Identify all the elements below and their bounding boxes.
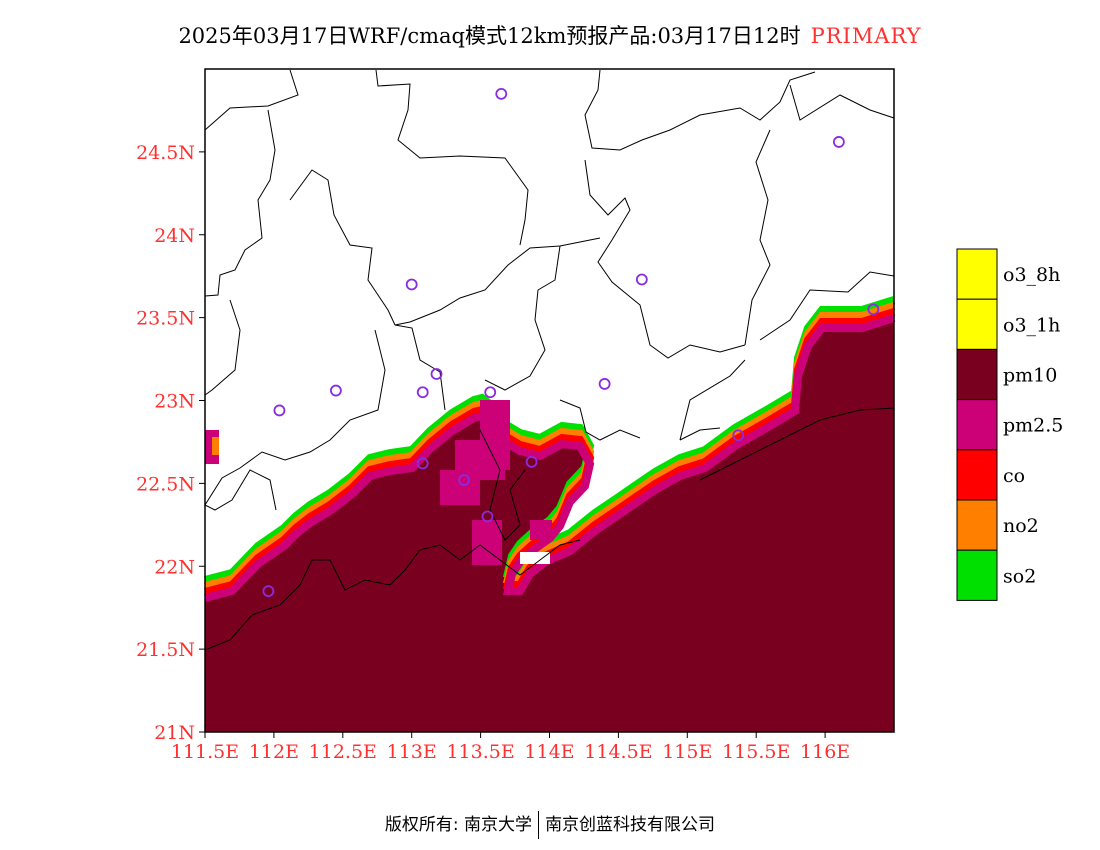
legend-swatch-so2 <box>956 549 998 601</box>
copyright-footer: 版权所有: 南京大学 南京创蓝科技有限公司 <box>0 810 1100 839</box>
station-marker <box>525 455 538 468</box>
border-line <box>584 159 746 359</box>
station-marker <box>458 474 470 486</box>
station-marker <box>416 386 429 399</box>
station-marker <box>495 87 508 100</box>
border-line <box>679 359 746 441</box>
primary-tag: PRIMARY <box>810 24 922 48</box>
station-marker <box>635 273 648 286</box>
legend-label-pm25: pm2.5 <box>1003 415 1063 437</box>
footer-divider <box>538 811 540 839</box>
legend-swatch-no2 <box>956 499 998 551</box>
border-line <box>204 469 277 511</box>
station-marker <box>416 457 429 470</box>
border-line <box>744 129 771 346</box>
border-line <box>204 109 276 297</box>
station-marker <box>481 510 494 523</box>
so2-band <box>203 296 896 584</box>
co-band <box>203 308 896 596</box>
border-line <box>584 69 816 151</box>
legend-swatch-co <box>956 449 998 501</box>
land-patch <box>520 552 550 564</box>
no2-band <box>203 302 896 590</box>
legend-swatch-o3_1h <box>956 298 998 350</box>
x-tick-label: 114.5E <box>584 741 652 763</box>
y-tick-label: 22N <box>154 556 195 578</box>
border-line <box>484 245 561 391</box>
x-tick-label: 116E <box>800 741 850 763</box>
map-title: 2025年03月17日WRF/cmaq模式12km预报产品:03月17日12时 P… <box>0 20 1100 50</box>
border-line <box>394 237 601 326</box>
station-marker <box>262 585 275 598</box>
pm25-patch <box>480 400 510 470</box>
border-line <box>789 84 895 121</box>
border-line <box>679 427 721 441</box>
x-tick-label: 113.5E <box>446 741 514 763</box>
station-marker <box>484 386 497 399</box>
legend-label-co: co <box>1003 465 1025 487</box>
y-tick-label: 24N <box>154 225 195 247</box>
legend-label-o3_8h: o3_8h <box>1003 264 1060 286</box>
station-marker <box>732 429 745 442</box>
legend-swatch-o3_8h <box>956 248 998 300</box>
x-tick-label: 115E <box>662 741 712 763</box>
axis-ticks: 111.5E 112E 112.5E 113E 113.5E 114E 114.5E 115E… <box>136 142 850 763</box>
x-tick-label: 114E <box>524 741 574 763</box>
pollutant-grid <box>203 296 896 732</box>
station-marker <box>598 378 611 390</box>
border-line <box>759 271 895 341</box>
x-tick-label: 112E <box>249 741 299 763</box>
legend-label-o3_1h: o3_1h <box>1003 314 1060 336</box>
legend-swatch-pm25 <box>956 399 998 451</box>
coastline <box>699 407 895 481</box>
border-line <box>204 329 386 506</box>
station-marker <box>832 136 845 148</box>
x-tick-label: 111.5E <box>171 741 239 763</box>
x-tick-label: 112.5E <box>309 741 377 763</box>
x-tick-label: 113E <box>387 741 437 763</box>
y-tick-label: 22.5N <box>136 473 195 495</box>
x-tick-label: 115.5E <box>722 741 790 763</box>
legend-label-no2: no2 <box>1003 515 1039 537</box>
copyright-right: 南京创蓝科技有限公司 <box>545 815 716 835</box>
border-line <box>559 399 641 441</box>
station-marker <box>405 278 418 291</box>
legend: o3_8h o3_1h pm10 pm2.5 co no2 so2 <box>956 248 1063 601</box>
station-marker <box>330 384 342 397</box>
no2-patch <box>212 437 219 455</box>
pm25-patch <box>530 520 552 540</box>
y-tick-label: 23.5N <box>136 308 195 330</box>
y-tick-label: 21N <box>154 722 195 744</box>
station-marker <box>430 368 443 380</box>
coastline <box>204 539 581 651</box>
border-line <box>394 324 446 411</box>
legend-label-pm10: pm10 <box>1003 365 1057 387</box>
admin-borders <box>204 69 895 651</box>
pm25-band <box>203 314 896 602</box>
station-marker <box>867 303 880 316</box>
station-marker <box>273 404 286 417</box>
border-line <box>204 299 241 396</box>
y-tick-label: 23N <box>154 391 195 413</box>
y-tick-label: 24.5N <box>136 142 195 164</box>
title-text: 2025年03月17日WRF/cmaq模式12km预报产品:03月17日12时 <box>178 24 801 48</box>
monitoring-stations <box>262 87 880 598</box>
river-line <box>479 429 526 541</box>
pm25-patch <box>440 470 480 505</box>
border-line <box>289 169 396 326</box>
border-line <box>375 69 529 246</box>
legend-label-so2: so2 <box>1003 565 1036 587</box>
border-line <box>204 69 299 131</box>
copyright-left: 版权所有: 南京大学 <box>384 815 533 835</box>
y-tick-label: 21.5N <box>136 639 195 661</box>
legend-swatch-pm10 <box>956 348 998 401</box>
